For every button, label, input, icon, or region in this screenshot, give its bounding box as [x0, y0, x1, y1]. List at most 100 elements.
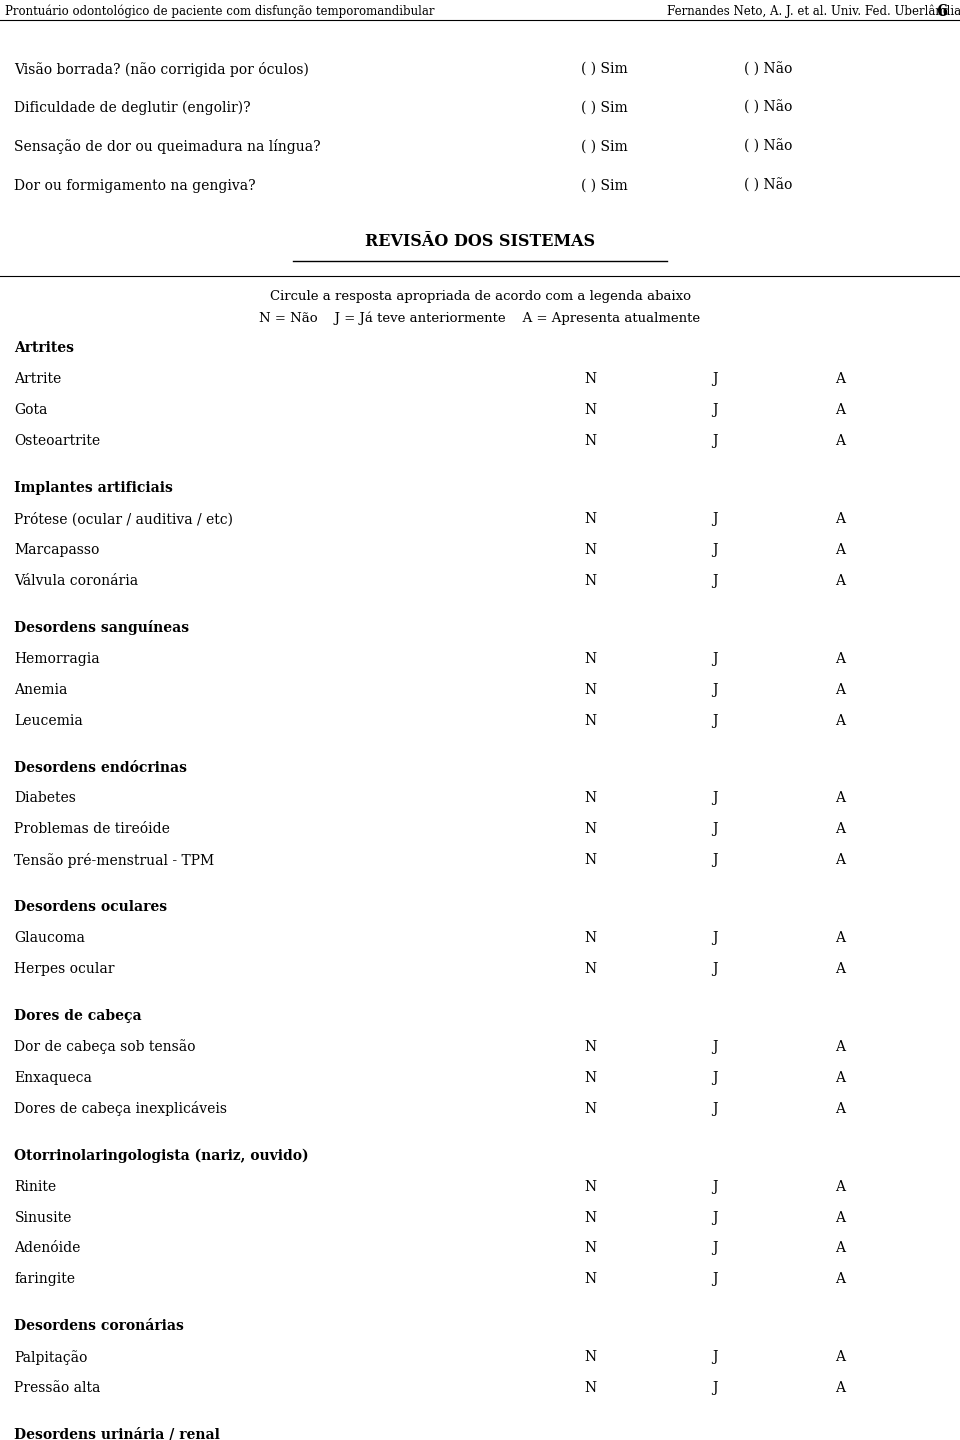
Text: Adenóide: Adenóide: [14, 1241, 81, 1256]
Text: A: A: [835, 1351, 845, 1364]
Text: Diabetes: Diabetes: [14, 792, 76, 805]
Text: 6: 6: [937, 3, 948, 20]
Text: Leucemia: Leucemia: [14, 714, 84, 727]
Text: Artrite: Artrite: [14, 373, 61, 386]
Text: N: N: [585, 714, 596, 727]
Text: A: A: [835, 1040, 845, 1054]
Text: A: A: [835, 373, 845, 386]
Text: Dores de cabeça inexplicáveis: Dores de cabeça inexplicáveis: [14, 1102, 228, 1116]
Text: A: A: [835, 1102, 845, 1116]
Text: J: J: [712, 683, 718, 697]
Text: Glaucoma: Glaucoma: [14, 932, 85, 945]
Text: Anemia: Anemia: [14, 683, 68, 697]
Text: Otorrinolaringologista (nariz, ouvido): Otorrinolaringologista (nariz, ouvido): [14, 1149, 309, 1162]
Text: Pressão alta: Pressão alta: [14, 1381, 101, 1395]
Text: Dor ou formigamento na gengiva?: Dor ou formigamento na gengiva?: [14, 179, 256, 193]
Text: REVISÃO DOS SISTEMAS: REVISÃO DOS SISTEMAS: [365, 233, 595, 251]
Text: N: N: [585, 1381, 596, 1395]
Text: Rinite: Rinite: [14, 1179, 57, 1194]
Text: J: J: [712, 575, 718, 588]
Text: ( ) Sim: ( ) Sim: [581, 140, 628, 154]
Text: J: J: [712, 714, 718, 727]
Text: Palpitação: Palpitação: [14, 1349, 87, 1365]
Text: N: N: [585, 543, 596, 557]
Text: N: N: [585, 854, 596, 867]
Text: ( ) Não: ( ) Não: [744, 179, 792, 193]
Text: J: J: [712, 373, 718, 386]
Text: N: N: [585, 822, 596, 837]
Text: Tensão pré-menstrual - TPM: Tensão pré-menstrual - TPM: [14, 852, 214, 868]
Text: J: J: [712, 1211, 718, 1224]
Text: Visão borrada? (não corrigida por óculos): Visão borrada? (não corrigida por óculos…: [14, 62, 309, 76]
Text: A: A: [835, 1273, 845, 1286]
Text: ( ) Não: ( ) Não: [744, 101, 792, 115]
Text: J: J: [712, 1381, 718, 1395]
Text: N: N: [585, 683, 596, 697]
Text: N: N: [585, 1179, 596, 1194]
Text: N: N: [585, 932, 596, 945]
Text: J: J: [712, 435, 718, 448]
Text: A: A: [835, 1211, 845, 1224]
Text: J: J: [712, 543, 718, 557]
Text: ( ) Sim: ( ) Sim: [581, 101, 628, 115]
Text: Prótese (ocular / auditiva / etc): Prótese (ocular / auditiva / etc): [14, 513, 233, 526]
Text: A: A: [835, 792, 845, 805]
Text: A: A: [835, 683, 845, 697]
Text: A: A: [835, 1381, 845, 1395]
Text: ( ) Não: ( ) Não: [744, 140, 792, 154]
Text: A: A: [835, 822, 845, 837]
Text: N: N: [585, 435, 596, 448]
Text: Hemorragia: Hemorragia: [14, 652, 100, 665]
Text: Herpes ocular: Herpes ocular: [14, 962, 115, 976]
Text: J: J: [712, 1273, 718, 1286]
Text: Desordens oculares: Desordens oculares: [14, 900, 168, 914]
Text: A: A: [835, 714, 845, 727]
Text: N = Não    J = Já teve anteriormente    A = Apresenta atualmente: N = Não J = Já teve anteriormente A = Ap…: [259, 311, 701, 325]
Text: faringite: faringite: [14, 1273, 76, 1286]
Text: N: N: [585, 575, 596, 588]
Text: A: A: [835, 1179, 845, 1194]
Text: N: N: [585, 513, 596, 526]
Text: A: A: [835, 932, 845, 945]
Text: A: A: [835, 652, 845, 665]
Text: A: A: [835, 1071, 845, 1084]
Text: Desordens endócrinas: Desordens endócrinas: [14, 760, 187, 775]
Text: J: J: [712, 1351, 718, 1364]
Text: J: J: [712, 513, 718, 526]
Text: Fernandes Neto, A. J. et al. Univ. Fed. Uberlândia - 2005: Fernandes Neto, A. J. et al. Univ. Fed. …: [667, 4, 960, 19]
Text: N: N: [585, 1241, 596, 1256]
Text: ( ) Não: ( ) Não: [744, 62, 792, 76]
Text: J: J: [712, 652, 718, 665]
Text: N: N: [585, 403, 596, 418]
Text: J: J: [712, 1071, 718, 1084]
Text: Gota: Gota: [14, 403, 48, 418]
Text: A: A: [835, 435, 845, 448]
Text: Problemas de tireóide: Problemas de tireóide: [14, 822, 170, 837]
Text: N: N: [585, 792, 596, 805]
Text: N: N: [585, 1351, 596, 1364]
Text: Enxaqueca: Enxaqueca: [14, 1071, 92, 1084]
Text: A: A: [835, 403, 845, 418]
Text: N: N: [585, 1071, 596, 1084]
Text: Sinusite: Sinusite: [14, 1211, 72, 1224]
Text: J: J: [712, 1040, 718, 1054]
Text: Marcapasso: Marcapasso: [14, 543, 100, 557]
Text: N: N: [585, 373, 596, 386]
Text: J: J: [712, 1102, 718, 1116]
Text: J: J: [712, 403, 718, 418]
Text: Implantes artificiais: Implantes artificiais: [14, 481, 173, 495]
Text: Dores de cabeça: Dores de cabeça: [14, 1009, 142, 1022]
Text: Desordens coronárias: Desordens coronárias: [14, 1319, 184, 1333]
Text: A: A: [835, 513, 845, 526]
Text: A: A: [835, 1241, 845, 1256]
Text: N: N: [585, 1102, 596, 1116]
Text: J: J: [712, 792, 718, 805]
Text: Válvula coronária: Válvula coronária: [14, 575, 138, 588]
Text: Osteoartrite: Osteoartrite: [14, 435, 101, 448]
Text: Desordens urinária / renal: Desordens urinária / renal: [14, 1428, 220, 1440]
Text: ( ) Sim: ( ) Sim: [581, 62, 628, 76]
Text: J: J: [712, 962, 718, 976]
Text: Artrites: Artrites: [14, 341, 75, 356]
Text: J: J: [712, 822, 718, 837]
Text: A: A: [835, 575, 845, 588]
